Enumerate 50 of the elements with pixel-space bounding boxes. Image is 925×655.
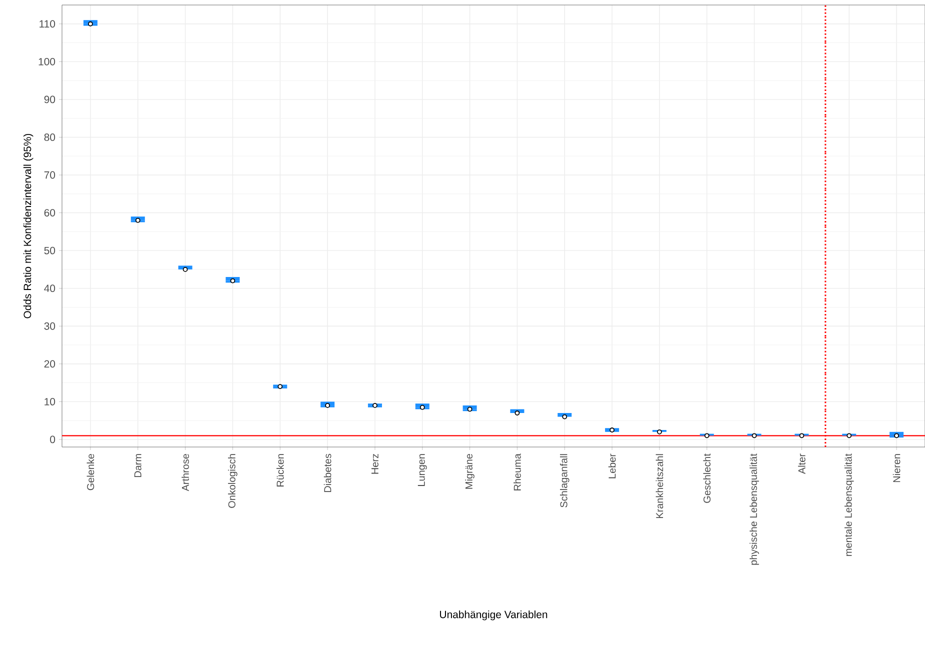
y-tick-label: 40 <box>44 284 56 292</box>
x-tick-label: physische Lebensqualität <box>750 454 759 565</box>
point <box>182 266 188 272</box>
x-tick-label: Alter <box>798 454 806 474</box>
point <box>278 384 283 390</box>
x-tick-label: Diabetes <box>324 454 332 492</box>
y-tick-label: 50 <box>44 246 56 254</box>
x-tick-label: Krankheitszahl <box>656 454 664 518</box>
y-tick-label: 70 <box>44 171 56 179</box>
y-tick-label: 10 <box>44 398 56 406</box>
x-tick-label: Gelenke <box>86 454 94 490</box>
point <box>467 406 472 412</box>
x-tick-label: Migräne <box>465 454 474 489</box>
x-tick-label: Leber <box>608 454 616 478</box>
x-tick-label: Schlaganfall <box>560 454 570 508</box>
x-tick-label: Darm <box>134 454 142 478</box>
x-tick-label: Onkologisch <box>228 454 238 508</box>
x-tick-label: Geschlecht <box>703 454 711 503</box>
point <box>704 433 710 438</box>
point <box>846 433 852 438</box>
point <box>230 278 236 284</box>
x-tick-label: Rheuma <box>514 454 521 490</box>
y-tick-label: 100 <box>38 58 56 66</box>
point <box>135 218 140 223</box>
y-tick-label: 110 <box>40 20 56 28</box>
point <box>894 433 900 438</box>
y-tick-label: 60 <box>44 209 56 216</box>
y-tick-label: 80 <box>44 134 56 141</box>
y-tick-label: 0 <box>50 436 56 444</box>
y-tick-label: 90 <box>44 96 56 104</box>
x-tick-label: Herz <box>371 454 378 474</box>
x-tick-label: Arthrose <box>182 454 189 492</box>
x-tick-label: Rücken <box>276 454 284 486</box>
y-tick-label: 20 <box>44 360 56 368</box>
point <box>657 429 662 434</box>
point <box>610 428 614 432</box>
point <box>514 410 520 416</box>
x-tick-label: mentale Lebensqualität <box>844 454 854 556</box>
x-tick-label: Nieren <box>892 454 900 482</box>
point <box>420 404 425 410</box>
y-tick-label: 30 <box>44 322 56 330</box>
y-axis-title: Odds Ratio mit Konfidenzintervall (95%) <box>23 134 34 318</box>
x-tick-label: Lungen <box>418 454 427 486</box>
point <box>88 21 93 26</box>
point <box>325 402 330 408</box>
x-axis-title: Unabhängige Variablen <box>440 610 548 620</box>
point <box>799 433 804 438</box>
point <box>752 433 757 438</box>
point <box>372 402 378 408</box>
point <box>562 414 568 420</box>
